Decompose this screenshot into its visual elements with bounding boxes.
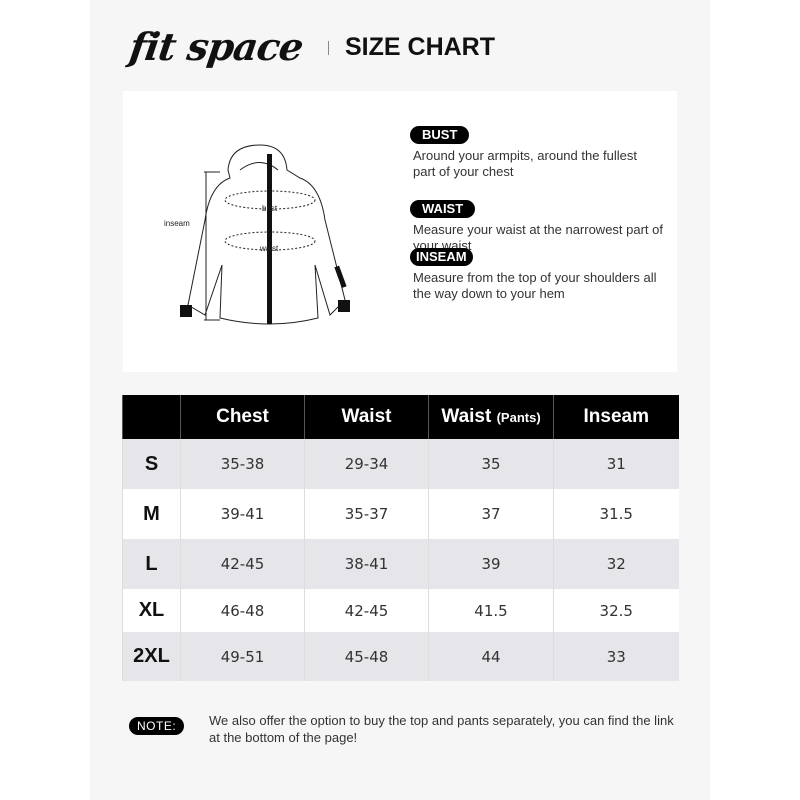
value-cell: 33 xyxy=(553,632,679,681)
brand-logo: fit space xyxy=(126,24,306,69)
value-cell: 39-41 xyxy=(180,489,305,539)
table-header: Chest Waist Waist (Pants) Inseam xyxy=(122,395,679,439)
waist-label: waist xyxy=(259,244,279,253)
value-cell: 46-48 xyxy=(180,589,305,632)
inseam-description: Measure from the top of your shoulders a… xyxy=(413,270,657,301)
table-row: S 35-38 29-34 35 31 xyxy=(122,439,679,489)
value-cell: 42-45 xyxy=(304,589,429,632)
page-title: SIZE CHART xyxy=(345,33,495,61)
size-cell: 2XL xyxy=(122,632,181,681)
size-cell: S xyxy=(122,439,181,489)
header-inseam: Inseam xyxy=(553,395,679,439)
value-cell: 49-51 xyxy=(180,632,305,681)
note-badge: NOTE: xyxy=(129,717,185,735)
value-cell: 44 xyxy=(428,632,554,681)
size-table: Chest Waist Waist (Pants) Inseam S 35-38 2… xyxy=(122,395,679,681)
measurement-card xyxy=(123,91,677,372)
header-waist-pants-label: Waist xyxy=(441,406,492,427)
size-cell: XL xyxy=(122,589,181,632)
header-pants-note: (Pants) xyxy=(496,410,541,425)
value-cell: 45-48 xyxy=(304,632,429,681)
bust-description: Around your armpits, around the fullest … xyxy=(413,148,638,179)
value-cell: 35-37 xyxy=(304,489,429,539)
bust-label: bust xyxy=(262,204,278,213)
value-cell: 29-34 xyxy=(304,439,429,489)
value-cell: 35-38 xyxy=(180,439,305,489)
value-cell: 38-41 xyxy=(304,539,429,589)
waist-badge: WAIST xyxy=(410,200,476,218)
jacket-illustration: inseam bust waist xyxy=(164,144,350,325)
header-waist: Waist xyxy=(304,395,429,439)
table-row: 2XL 49-51 45-48 44 33 xyxy=(122,632,679,681)
header-size xyxy=(122,395,181,439)
value-cell: 31.5 xyxy=(553,489,679,539)
value-cell: 39 xyxy=(428,539,554,589)
value-cell: 32 xyxy=(553,539,679,589)
table-row: L 42-45 38-41 39 32 xyxy=(122,539,679,589)
bust-badge: BUST xyxy=(410,126,470,144)
value-cell: 41.5 xyxy=(428,589,554,632)
value-cell: 37 xyxy=(428,489,554,539)
value-cell: 42-45 xyxy=(180,539,305,589)
header-chest: Chest xyxy=(180,395,305,439)
inseam-badge: INSEAM xyxy=(410,248,473,266)
inseam-label: inseam xyxy=(164,219,190,228)
size-cell: M xyxy=(122,489,181,539)
value-cell: 31 xyxy=(553,439,679,489)
value-cell: 32.5 xyxy=(553,589,679,632)
divider xyxy=(328,41,329,55)
table-row: XL 46-48 42-45 41.5 32.5 xyxy=(122,589,679,632)
note-text: We also offer the option to buy the top … xyxy=(209,713,674,745)
value-cell: 35 xyxy=(428,439,554,489)
header-waist-pants: Waist (Pants) xyxy=(428,395,554,439)
size-cell: L xyxy=(122,539,181,589)
table-row: M 39-41 35-37 37 31.5 xyxy=(122,489,679,539)
